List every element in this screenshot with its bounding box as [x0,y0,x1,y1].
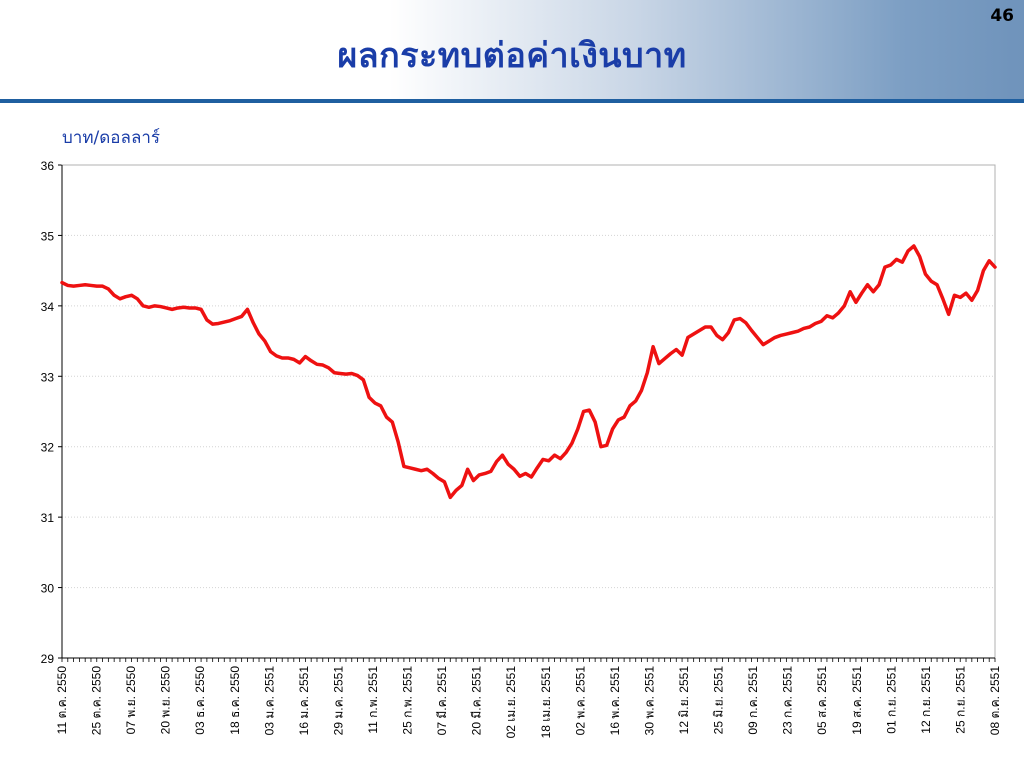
x-tick-label: 12 มิ.ย. 2551 [677,666,691,735]
x-tick-label: 12 ก.ย. 2551 [919,666,933,734]
x-tick-label: 02 เม.ย. 2551 [504,666,518,739]
x-tick-label: 05 ส.ค. 2551 [815,666,829,735]
x-tick-label: 07 มี.ค. 2551 [435,666,449,736]
x-tick-label: 01 ก.ย. 2551 [884,666,898,734]
y-tick-label: 33 [41,370,55,384]
x-tick-label: 11 ก.พ. 2551 [366,666,380,734]
x-tick-label: 02 พ.ค. 2551 [573,666,587,736]
y-unit-label: บาท/ดอลลาร์ [62,128,161,148]
x-tick-label: 18 เม.ย. 2551 [539,666,553,739]
y-tick-label: 35 [41,229,55,243]
x-tick-label: 25 มิ.ย. 2551 [712,666,726,735]
y-tick-label: 36 [41,159,55,173]
x-tick-label: 25 ก.พ. 2551 [401,666,415,735]
x-tick-label: 23 ก.ค. 2551 [781,666,795,735]
exchange-rate-line [60,244,997,500]
x-tick-label: 07 พ.ย. 2550 [124,666,138,735]
plot-area [61,164,996,659]
y-tick-label: 34 [41,300,55,314]
y-tick-label: 31 [41,511,55,525]
x-tick-label: 08 ต.ค. 2551 [988,666,1002,736]
x-tick-label: 25 ก.ย. 2551 [953,666,967,734]
y-tick-label: 30 [41,582,55,596]
x-tick-label: 25 ต.ค. 2550 [90,666,104,736]
x-tick-label: 20 พ.ย. 2550 [159,666,173,735]
x-tick-label: 03 ม.ค. 2551 [262,666,276,736]
y-tick-label: 32 [41,441,55,455]
x-tick-label: 03 ธ.ค. 2550 [193,666,207,735]
y-tick-label: 29 [41,652,55,666]
x-tick-label: 29 ม.ค. 2551 [331,666,345,736]
x-tick-label: 11 ต.ค. 2550 [55,666,69,735]
page-number: 46 [990,6,1014,26]
slide-title: ผลกระทบต่อค่าเงินบาท [337,36,687,76]
x-tick-label: 09 ก.ค. 2551 [746,666,760,735]
x-tick-label: 19 ส.ค. 2551 [850,666,864,735]
x-tick-label: 30 พ.ค. 2551 [642,666,656,736]
header-band [0,0,1024,100]
x-tick-label: 16 พ.ค. 2551 [608,666,622,736]
x-tick-label: 20 มี.ค. 2551 [470,666,484,736]
header-divider [0,99,1024,103]
x-tick-label: 16 ม.ค. 2551 [297,666,311,736]
x-tick-label: 18 ธ.ค. 2550 [228,666,242,735]
